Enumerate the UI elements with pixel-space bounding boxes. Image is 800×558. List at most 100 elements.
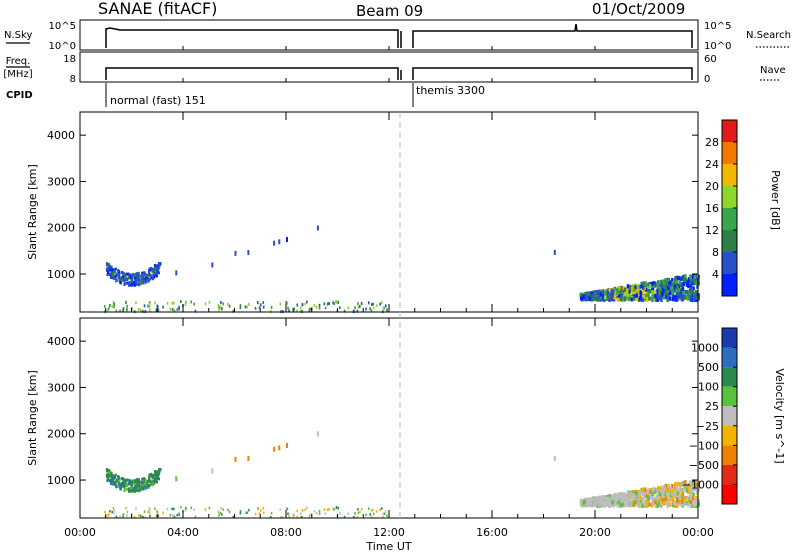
echo-cell: [588, 503, 592, 508]
echo-cell: [126, 514, 128, 517]
power-colorbar: 4 8 12 16 20 24 28: [705, 119, 738, 297]
echo-cell: [143, 304, 146, 308]
echo-cell: [606, 502, 609, 507]
echo-cell: [597, 502, 600, 507]
echo-cell: [681, 285, 685, 290]
echo-cell: [135, 486, 138, 490]
echo-cell: [306, 506, 308, 509]
echo-cell: [588, 291, 591, 296]
echo-cell: [318, 306, 321, 310]
echo-cell: [673, 295, 677, 300]
echo-cell: [139, 488, 142, 492]
echo-cell: [689, 492, 693, 497]
echo-cell: [676, 292, 679, 297]
velocity-y-axis-label: Slant Range [km]: [26, 370, 39, 466]
echo-cell: [691, 290, 694, 295]
echo-cell: [148, 272, 151, 276]
echo-cell: [370, 515, 373, 518]
echo-cell: [594, 496, 598, 501]
echo-cell: [286, 237, 288, 242]
echo-cell: [127, 272, 130, 276]
echo-cell: [152, 273, 155, 277]
echo-cell: [118, 479, 121, 483]
echo-cell: [553, 455, 556, 461]
echo-cell: [634, 500, 637, 505]
velocity-y-ticks: 1000 2000 3000 4000: [47, 335, 698, 487]
echo-cell: [133, 283, 137, 287]
echo-cell: [629, 285, 632, 290]
colorbar-band: [722, 142, 737, 164]
echo-cell: [679, 499, 682, 504]
echo-cell: [121, 275, 124, 279]
echo-cell: [119, 280, 122, 284]
colorbar-tick-label: 24: [705, 158, 719, 171]
echo-cell: [580, 502, 583, 507]
echo-cell: [687, 279, 690, 284]
echo-cell: [384, 510, 387, 513]
echo-cell: [359, 304, 361, 308]
echo-cell: [111, 273, 114, 277]
echo-cell: [136, 478, 139, 482]
echo-cell: [646, 494, 650, 499]
echo-cell: [178, 511, 181, 515]
colorbar-band: [722, 347, 737, 368]
echo-cell: [146, 278, 149, 282]
echo-cell: [287, 512, 289, 516]
echo-cell: [131, 281, 135, 285]
colorbar-band: [722, 406, 737, 426]
echo-cell: [637, 293, 641, 298]
echo-cell: [132, 486, 136, 490]
echo-cell: [111, 275, 115, 279]
echo-cell: [152, 479, 155, 483]
echo-cell: [656, 503, 659, 508]
echo-cell: [143, 273, 146, 277]
echo-cell: [337, 300, 340, 304]
echo-cell: [659, 288, 663, 293]
colorbar-tick-label: 16: [705, 202, 719, 215]
echo-cell: [665, 285, 669, 290]
echo-cell: [339, 306, 341, 310]
echo-cell: [106, 273, 109, 277]
echo-cell: [309, 307, 311, 311]
echo-cell: [668, 283, 672, 288]
echo-cell: [638, 490, 641, 495]
echo-cell: [142, 281, 145, 285]
echo-cell: [221, 513, 223, 516]
echo-cell: [643, 501, 646, 506]
echo-cell: [178, 513, 180, 517]
echo-cell: [162, 305, 164, 309]
echo-cell: [697, 502, 700, 507]
echo-cell: [138, 486, 141, 490]
echo-cell: [148, 475, 151, 479]
echo-cell: [112, 300, 115, 304]
echo-cell: [608, 494, 611, 499]
freq-panel-frame: [79, 51, 699, 83]
echo-cell: [687, 290, 691, 295]
echo-cell: [111, 479, 114, 483]
echo-cell: [110, 481, 113, 485]
echo-cell: [119, 309, 121, 313]
echo-cell: [124, 484, 127, 488]
echo-cell: [124, 278, 127, 282]
echo-cell: [134, 485, 137, 489]
echo-cell: [134, 279, 137, 283]
echo-cell: [323, 302, 326, 306]
echo-cell: [695, 298, 698, 303]
echo-cell: [270, 305, 273, 309]
echo-cell: [148, 269, 151, 273]
echo-cell: [382, 306, 385, 310]
echo-cell: [127, 281, 131, 285]
echo-cell: [113, 269, 116, 273]
echo-cell: [689, 286, 693, 291]
echo-cell: [126, 510, 129, 514]
echo-cell: [654, 290, 657, 295]
echo-cell: [176, 307, 178, 311]
echo-cell: [228, 304, 231, 308]
echo-cell: [661, 497, 664, 502]
echo-cell: [335, 300, 338, 304]
echo-cell: [369, 307, 371, 311]
echo-cell: [639, 293, 643, 298]
echo-cell: [674, 482, 677, 487]
echo-cell: [683, 279, 686, 284]
echo-cell: [683, 499, 686, 504]
